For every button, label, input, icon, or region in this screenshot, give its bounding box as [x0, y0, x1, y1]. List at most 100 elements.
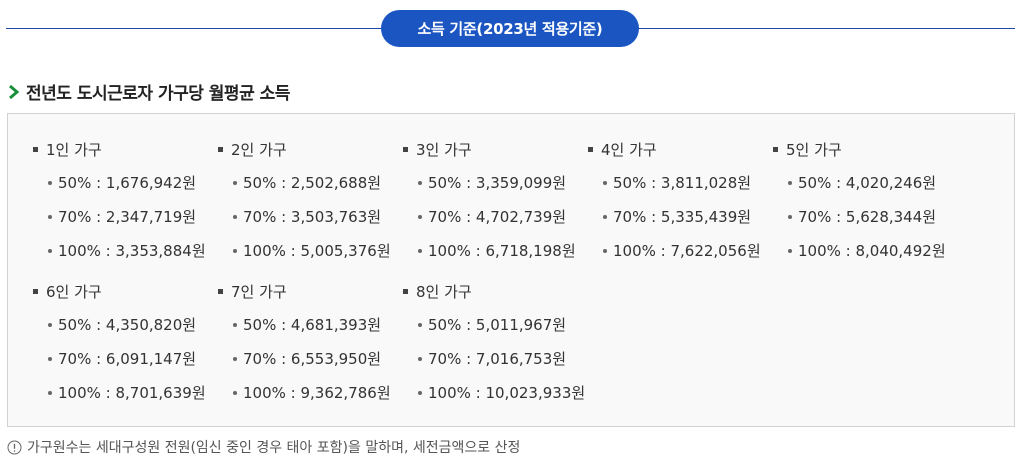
income-table-box: 1인 가구 50% : 1,676,942원 70% : 2,347,719원 … [7, 113, 1015, 427]
household-group-5: 5인 가구 [773, 139, 842, 159]
household-group-6: 6인 가구 [33, 281, 102, 301]
household-label: 5인 가구 [773, 139, 842, 159]
income-item-text: 50% : 4,350,820원 [58, 316, 197, 334]
income-item: 70% : 3,503,763원 [233, 206, 381, 227]
household-group-3: 3인 가구 [403, 139, 472, 159]
income-item-text: 100% : 8,701,639원 [58, 384, 206, 402]
dot-bullet-icon [603, 180, 607, 185]
income-item: 100% : 3,353,884원 [48, 240, 206, 261]
income-item: 50% : 3,359,099원 [418, 172, 566, 193]
income-item: 100% : 10,023,933원 [418, 382, 585, 403]
income-item: 70% : 6,553,950원 [233, 348, 381, 369]
income-item: 70% : 5,628,344원 [788, 206, 936, 227]
household-group-2: 2인 가구 [218, 139, 287, 159]
dot-bullet-icon [233, 214, 237, 219]
income-item: 50% : 4,020,246원 [788, 172, 936, 193]
income-item-text: 50% : 3,359,099원 [428, 174, 567, 192]
household-label-text: 6인 가구 [46, 282, 102, 301]
dot-bullet-icon [233, 356, 237, 361]
square-bullet-icon [403, 288, 408, 294]
household-label: 7인 가구 [218, 281, 287, 301]
income-item: 70% : 6,091,147원 [48, 348, 196, 369]
dot-bullet-icon [418, 248, 422, 253]
income-item-text: 50% : 3,811,028원 [613, 174, 752, 192]
household-group-8: 8인 가구 [403, 281, 472, 301]
dot-bullet-icon [233, 248, 237, 253]
household-group-4: 4인 가구 [588, 139, 657, 159]
income-item-text: 70% : 7,016,753원 [428, 350, 567, 368]
income-item: 50% : 4,681,393원 [233, 314, 381, 335]
income-item-text: 70% : 5,628,344원 [798, 208, 937, 226]
dot-bullet-icon [788, 248, 792, 253]
income-item-text: 100% : 8,040,492원 [798, 242, 946, 260]
household-label-text: 1인 가구 [46, 140, 102, 159]
dot-bullet-icon [233, 180, 237, 185]
dot-bullet-icon [603, 214, 607, 219]
income-item-text: 100% : 5,005,376원 [243, 242, 391, 260]
income-item: 100% : 6,718,198원 [418, 240, 576, 261]
income-item-text: 70% : 2,347,719원 [58, 208, 197, 226]
square-bullet-icon [218, 146, 223, 152]
dot-bullet-icon [48, 322, 52, 327]
household-label-text: 4인 가구 [601, 140, 657, 159]
chevron-right-icon [9, 84, 20, 99]
household-group-1: 1인 가구 [33, 139, 102, 159]
dot-bullet-icon [418, 356, 422, 361]
income-item-text: 70% : 4,702,739원 [428, 208, 567, 226]
dot-bullet-icon [233, 322, 237, 327]
dot-bullet-icon [418, 214, 422, 219]
dot-bullet-icon [48, 214, 52, 219]
income-item-text: 70% : 6,553,950원 [243, 350, 382, 368]
dot-bullet-icon [48, 180, 52, 185]
income-item: 50% : 1,676,942원 [48, 172, 196, 193]
household-label: 6인 가구 [33, 281, 102, 301]
household-label: 4인 가구 [588, 139, 657, 159]
income-item-text: 70% : 5,335,439원 [613, 208, 752, 226]
income-item: 100% : 8,040,492원 [788, 240, 946, 261]
household-label: 1인 가구 [33, 139, 102, 159]
footnote-text: 가구원수는 세대구성원 전원(임신 중인 경우 태아 포함)을 말하며, 세전금… [27, 440, 521, 456]
dot-bullet-icon [788, 180, 792, 185]
dot-bullet-icon [48, 356, 52, 361]
household-group-7: 7인 가구 [218, 281, 287, 301]
income-item: 70% : 7,016,753원 [418, 348, 566, 369]
income-item: 70% : 4,702,739원 [418, 206, 566, 227]
dot-bullet-icon [418, 180, 422, 185]
square-bullet-icon [403, 146, 408, 152]
income-item-text: 50% : 2,502,688원 [243, 174, 382, 192]
income-item: 50% : 3,811,028원 [603, 172, 751, 193]
income-item: 50% : 4,350,820원 [48, 314, 196, 335]
income-item: 50% : 5,011,967원 [418, 314, 566, 335]
square-bullet-icon [33, 146, 38, 152]
income-item-text: 100% : 10,023,933원 [428, 384, 586, 402]
section-heading: 전년도 도시근로자 가구당 월평균 소득 [7, 79, 290, 104]
square-bullet-icon [588, 146, 593, 152]
income-item: 100% : 8,701,639원 [48, 382, 206, 403]
income-item-text: 100% : 7,622,056원 [613, 242, 761, 260]
square-bullet-icon [218, 288, 223, 294]
income-item: 70% : 5,335,439원 [603, 206, 751, 227]
dot-bullet-icon [418, 322, 422, 327]
income-item-text: 50% : 1,676,942원 [58, 174, 197, 192]
income-item-text: 100% : 9,362,786원 [243, 384, 391, 402]
income-item: 100% : 9,362,786원 [233, 382, 391, 403]
footnote: 가구원수는 세대구성원 전원(임신 중인 경우 태아 포함)을 말하며, 세전금… [7, 437, 520, 457]
dot-bullet-icon [603, 248, 607, 253]
income-item-text: 50% : 4,681,393원 [243, 316, 382, 334]
income-item-text: 50% : 4,020,246원 [798, 174, 937, 192]
household-label-text: 5인 가구 [786, 140, 842, 159]
income-item-text: 50% : 5,011,967원 [428, 316, 567, 334]
dot-bullet-icon [418, 390, 422, 395]
page-title: 소득 기준(2023년 적용기준) [381, 10, 639, 47]
income-item-text: 100% : 3,353,884원 [58, 242, 206, 260]
household-label: 2인 가구 [218, 139, 287, 159]
household-label-text: 8인 가구 [416, 282, 472, 301]
household-label-text: 2인 가구 [231, 140, 287, 159]
household-label: 3인 가구 [403, 139, 472, 159]
income-item: 50% : 2,502,688원 [233, 172, 381, 193]
income-item: 100% : 5,005,376원 [233, 240, 391, 261]
income-item: 70% : 2,347,719원 [48, 206, 196, 227]
income-item-text: 70% : 3,503,763원 [243, 208, 382, 226]
household-label-text: 7인 가구 [231, 282, 287, 301]
dot-bullet-icon [48, 390, 52, 395]
